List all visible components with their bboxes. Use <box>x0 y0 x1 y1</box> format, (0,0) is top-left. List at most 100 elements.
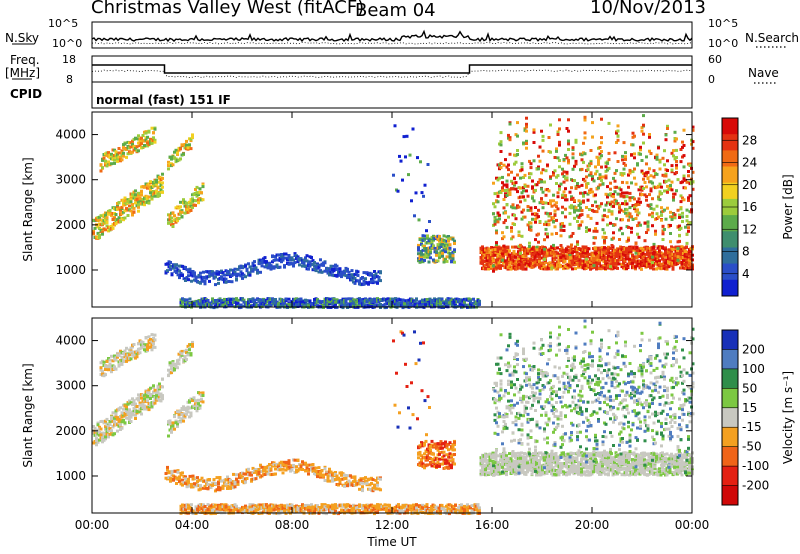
power-cell <box>660 206 663 210</box>
power-cell <box>591 177 594 181</box>
power-cell <box>442 238 446 242</box>
power-cell <box>610 200 614 204</box>
power-cell <box>433 246 437 250</box>
power-cell <box>150 141 154 145</box>
velocity-cell <box>111 359 115 363</box>
power-cell <box>166 269 169 273</box>
power-cell <box>223 273 226 277</box>
power-cell <box>493 216 497 220</box>
power-cell <box>180 209 184 213</box>
power-cell <box>167 221 170 225</box>
power-cell <box>507 215 510 219</box>
velocity-cell <box>161 377 164 381</box>
power-cell <box>573 179 576 183</box>
velocity-cell <box>150 333 154 337</box>
power-cell <box>502 235 506 239</box>
power-cell <box>179 147 182 151</box>
power-cell <box>538 220 542 223</box>
power-cell <box>141 134 145 137</box>
power-cell <box>453 250 456 253</box>
power-cell <box>137 149 140 153</box>
power-cell <box>685 208 689 212</box>
velocity-cell <box>129 420 133 423</box>
power-cell <box>374 272 378 276</box>
power-cell <box>666 159 669 163</box>
power-cell <box>305 259 309 263</box>
power-cell <box>633 167 636 171</box>
power-cell <box>634 265 637 269</box>
power-cell <box>421 234 425 238</box>
power-cell <box>675 160 678 163</box>
power-cell <box>583 118 587 122</box>
velocity-cell <box>143 407 146 411</box>
power-cell <box>438 256 441 260</box>
power-cell <box>392 173 395 177</box>
power-cell <box>93 226 97 230</box>
power-cell <box>546 163 549 167</box>
power-cell <box>227 304 231 308</box>
power-cell <box>441 254 444 258</box>
power-cell <box>220 275 223 279</box>
power-cell <box>588 173 591 177</box>
power-cell <box>161 181 164 185</box>
power-cell <box>278 257 282 260</box>
power-cell <box>682 177 686 181</box>
power-cell <box>567 142 570 146</box>
power-cell <box>607 166 611 170</box>
power-cell <box>155 178 158 182</box>
power-cell <box>424 247 428 250</box>
power-cell <box>559 265 562 269</box>
power-cell <box>643 239 647 243</box>
power-cell <box>173 214 176 218</box>
power-cell <box>625 214 629 218</box>
power-ytick-label: 1000 <box>55 263 86 277</box>
power-cell <box>140 190 143 194</box>
power-cell <box>281 256 285 260</box>
power-cell <box>549 212 552 216</box>
velocity-cell <box>113 354 116 358</box>
power-cell <box>623 263 627 267</box>
power-cell <box>571 152 575 156</box>
velocity-cell <box>96 421 100 425</box>
power-cell <box>428 220 431 223</box>
power-cell <box>594 165 597 169</box>
power-cell <box>529 162 533 166</box>
power-cell <box>658 182 662 186</box>
power-cell <box>269 264 273 268</box>
power-cell <box>131 139 134 143</box>
power-cell <box>188 268 192 272</box>
power-cell <box>531 217 534 221</box>
power-cell <box>648 149 651 153</box>
power-cell <box>505 263 508 267</box>
power-cell <box>451 237 455 241</box>
power-cell <box>119 208 122 212</box>
power-cell <box>373 297 376 301</box>
power-cell <box>630 153 633 157</box>
power-cell <box>590 265 594 268</box>
power-cell <box>604 259 607 263</box>
power-cell <box>184 266 187 269</box>
power-cell <box>356 274 360 277</box>
power-cell <box>589 171 593 175</box>
power-cell <box>478 299 481 303</box>
power-cell <box>259 270 262 274</box>
power-cell <box>150 196 154 200</box>
power-cell <box>358 279 361 283</box>
power-cell <box>616 192 620 196</box>
power-cell <box>670 215 674 219</box>
power-cell <box>168 218 172 222</box>
power-cell <box>567 148 570 151</box>
velocity-cell <box>110 370 113 374</box>
power-cell <box>553 258 556 262</box>
power-cell <box>582 141 585 145</box>
power-cell <box>379 279 382 283</box>
power-cell <box>493 253 497 257</box>
power-cell <box>669 224 672 227</box>
power-cell <box>663 189 666 193</box>
velocity-cell <box>143 404 146 408</box>
power-cell <box>122 154 125 158</box>
power-cell <box>444 257 447 261</box>
power-cell <box>532 159 536 163</box>
power-cell <box>595 256 598 260</box>
power-cell <box>640 193 644 196</box>
